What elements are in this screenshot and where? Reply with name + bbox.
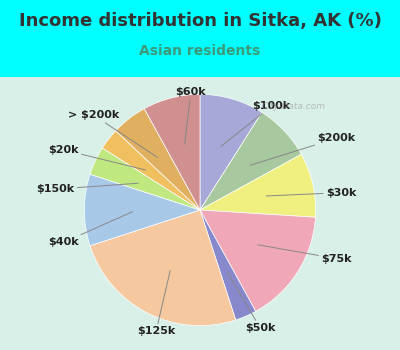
Wedge shape bbox=[90, 148, 200, 210]
Text: $60k: $60k bbox=[176, 87, 206, 144]
Text: $100k: $100k bbox=[221, 101, 291, 146]
Text: $40k: $40k bbox=[48, 212, 132, 247]
Text: $50k: $50k bbox=[227, 272, 275, 333]
Text: $150k: $150k bbox=[36, 183, 138, 194]
Wedge shape bbox=[200, 154, 316, 217]
Text: City-Data.com: City-Data.com bbox=[261, 102, 325, 111]
Text: $75k: $75k bbox=[258, 245, 352, 264]
Wedge shape bbox=[102, 131, 200, 210]
Wedge shape bbox=[200, 210, 316, 312]
Wedge shape bbox=[200, 210, 256, 320]
Wedge shape bbox=[116, 108, 200, 210]
Wedge shape bbox=[90, 210, 236, 326]
Text: $125k: $125k bbox=[137, 271, 175, 336]
Text: Asian residents: Asian residents bbox=[139, 44, 261, 58]
Wedge shape bbox=[200, 112, 301, 210]
Text: $20k: $20k bbox=[48, 145, 146, 170]
Text: $30k: $30k bbox=[266, 188, 356, 198]
Text: Income distribution in Sitka, AK (%): Income distribution in Sitka, AK (%) bbox=[18, 12, 382, 30]
Text: $200k: $200k bbox=[250, 133, 356, 165]
Wedge shape bbox=[200, 94, 262, 210]
Wedge shape bbox=[144, 94, 200, 210]
Wedge shape bbox=[84, 174, 200, 246]
Text: > $200k: > $200k bbox=[68, 110, 158, 158]
